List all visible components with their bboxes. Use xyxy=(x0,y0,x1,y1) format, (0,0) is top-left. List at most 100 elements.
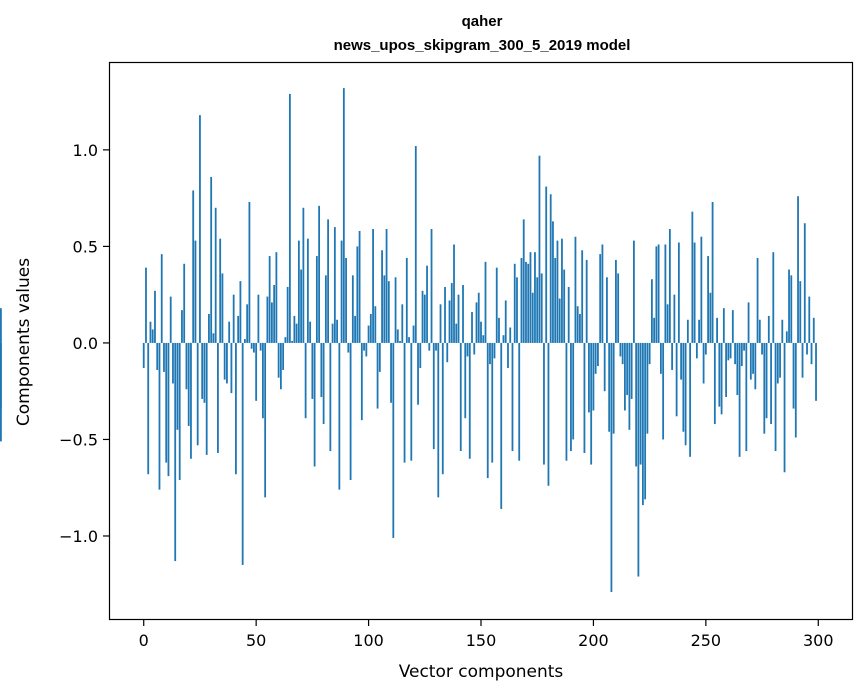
bar xyxy=(720,342,723,415)
bar xyxy=(286,286,289,343)
bar xyxy=(156,342,159,370)
bar xyxy=(700,236,703,343)
bar xyxy=(518,342,521,461)
bar xyxy=(450,283,453,343)
y-tick-label: −1.0 xyxy=(59,527,98,546)
bar xyxy=(477,292,480,343)
bar xyxy=(615,259,617,343)
bar xyxy=(421,290,424,343)
bar xyxy=(626,342,629,396)
bar xyxy=(0,308,2,343)
bar xyxy=(754,342,757,390)
bar xyxy=(405,257,408,343)
bar xyxy=(662,342,665,440)
x-tick-label: 50 xyxy=(246,631,266,650)
bar xyxy=(237,315,240,343)
bar xyxy=(185,342,188,390)
bar xyxy=(666,304,669,343)
bar xyxy=(682,342,685,432)
x-tick-label: 100 xyxy=(353,631,384,650)
bar xyxy=(691,211,694,343)
bar xyxy=(648,342,651,365)
bar xyxy=(246,304,249,343)
bar xyxy=(801,342,804,378)
bar xyxy=(713,342,716,425)
bar xyxy=(417,342,419,405)
x-axis-ticks: 0 50 100 150 200 250 300 xyxy=(139,619,834,650)
bar xyxy=(758,319,761,343)
bar xyxy=(772,252,775,343)
bar xyxy=(718,342,721,407)
bar xyxy=(725,342,727,397)
bar xyxy=(394,277,397,343)
bar xyxy=(540,273,543,343)
bar xyxy=(689,342,692,457)
bar xyxy=(390,342,392,403)
bar xyxy=(489,342,491,365)
bar xyxy=(300,269,303,343)
x-tick-label: 300 xyxy=(803,631,834,650)
bar xyxy=(702,342,705,384)
bar xyxy=(181,310,183,343)
plot-frame xyxy=(108,61,854,621)
bar xyxy=(340,240,343,343)
bar xyxy=(761,342,763,355)
bar xyxy=(574,236,577,343)
bar xyxy=(516,277,518,343)
bar xyxy=(473,342,476,355)
bar xyxy=(210,176,213,343)
bar xyxy=(239,281,242,343)
bar xyxy=(480,321,482,343)
bar xyxy=(797,196,799,343)
y-axis-label: Components values xyxy=(14,258,34,426)
bar xyxy=(378,342,381,372)
bar xyxy=(381,250,383,343)
bar xyxy=(327,219,329,343)
bar xyxy=(756,257,759,343)
bar xyxy=(387,281,390,343)
bar xyxy=(637,342,640,577)
bar xyxy=(552,221,554,343)
bar xyxy=(628,342,631,430)
bar xyxy=(219,238,222,343)
bar xyxy=(644,342,647,500)
bar xyxy=(558,298,561,343)
bar xyxy=(635,342,638,467)
bar xyxy=(781,319,784,343)
bar xyxy=(347,342,350,353)
bar xyxy=(244,339,246,343)
bar xyxy=(734,342,736,365)
y-tick-label: 0.0 xyxy=(73,334,98,353)
x-tick-label: 250 xyxy=(691,631,722,650)
bar xyxy=(572,342,575,440)
bar xyxy=(196,342,199,446)
bar xyxy=(646,342,649,434)
bar xyxy=(149,321,152,343)
bar xyxy=(163,342,165,372)
bar xyxy=(284,337,287,343)
bar xyxy=(324,275,327,343)
bar xyxy=(740,342,743,367)
bar xyxy=(749,342,752,380)
bar xyxy=(752,342,754,374)
bar xyxy=(484,261,487,343)
bar xyxy=(257,294,260,343)
bar xyxy=(783,342,786,473)
bar xyxy=(522,219,525,343)
bar xyxy=(403,342,406,463)
bar xyxy=(567,286,570,343)
bar xyxy=(471,312,473,343)
bar xyxy=(707,256,709,343)
bar xyxy=(664,244,667,343)
bar xyxy=(372,229,374,343)
bar xyxy=(695,342,698,359)
bar xyxy=(342,88,345,343)
bar xyxy=(641,342,644,506)
bar xyxy=(262,342,264,419)
bar xyxy=(435,342,437,351)
bar xyxy=(423,294,426,343)
bar xyxy=(779,342,781,378)
bar xyxy=(639,342,642,465)
bar xyxy=(621,342,624,365)
